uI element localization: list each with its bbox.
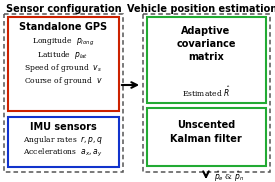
Bar [147, 17, 266, 103]
Text: Angular rates  $r, p, q$: Angular rates $r, p, q$ [23, 134, 103, 146]
Text: Speed of ground  $v_s$: Speed of ground $v_s$ [24, 62, 102, 74]
Bar [4, 14, 123, 172]
Bar [8, 117, 119, 167]
Text: Adaptive
covariance
matrix: Adaptive covariance matrix [176, 26, 236, 62]
Text: $\hat{p}_e$ & $\hat{p}_n$: $\hat{p}_e$ & $\hat{p}_n$ [214, 170, 244, 182]
Text: Standalone GPS: Standalone GPS [19, 22, 107, 32]
Bar [147, 108, 266, 166]
Text: Longitude  $p_{long}$: Longitude $p_{long}$ [32, 36, 94, 48]
Bar [143, 14, 270, 172]
Text: Accelerations  $a_x, a_y$: Accelerations $a_x, a_y$ [23, 147, 103, 159]
Text: Sensor configuration: Sensor configuration [6, 4, 122, 14]
Text: IMU sensors: IMU sensors [30, 122, 96, 132]
Text: Latitude  $p_{lat}$: Latitude $p_{lat}$ [37, 49, 89, 61]
Bar [8, 17, 119, 111]
Text: Course of ground  $v$: Course of ground $v$ [24, 75, 103, 87]
Text: Estimated $\hat{R}$: Estimated $\hat{R}$ [182, 85, 230, 99]
Text: Vehicle position estimation: Vehicle position estimation [127, 4, 275, 14]
Text: Unscented
Kalman filter: Unscented Kalman filter [170, 120, 242, 144]
